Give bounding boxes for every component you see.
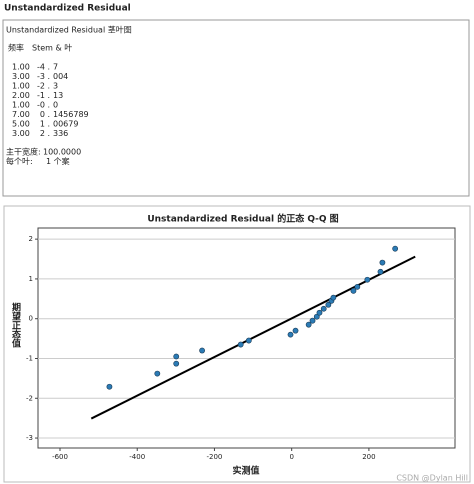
x-tick-label: 0 [289, 453, 293, 461]
y-tick-label: 1 [29, 275, 33, 283]
point [237, 341, 244, 348]
leaf: 0 [53, 101, 58, 110]
frequency: 3.00 [12, 129, 30, 138]
point [379, 259, 386, 266]
frequency: 2.00 [12, 91, 30, 100]
point [316, 309, 323, 316]
x-tick-label: -600 [52, 453, 68, 461]
point [354, 283, 361, 290]
watermark: CSDN @Dylan Hill [396, 474, 468, 483]
point [154, 370, 161, 377]
stem: -3 . [37, 72, 50, 81]
point [309, 317, 316, 324]
leaf: 1456789 [53, 110, 89, 119]
footer-value: 1 个案 [46, 156, 70, 166]
point [350, 287, 357, 294]
footer-label: 主干宽度: [6, 147, 41, 157]
stem: -1 . [37, 91, 50, 100]
frequency: 7.00 [12, 110, 30, 119]
x-tick-label: -200 [207, 453, 223, 461]
stem: -0 . [37, 101, 50, 110]
leaf: 004 [53, 72, 68, 81]
reference-line [90, 255, 416, 420]
point [377, 268, 384, 275]
y-axis-label: 期望正态值 [10, 301, 21, 348]
stem: -4 . [37, 63, 50, 72]
point [173, 353, 180, 360]
point [320, 305, 327, 312]
y-tick-label: -2 [26, 394, 33, 402]
point [325, 301, 332, 308]
column-header: 频率 [8, 43, 24, 53]
point [173, 360, 180, 367]
footer-value: 100.0000 [43, 148, 81, 157]
frequency: 1.00 [12, 101, 30, 110]
x-tick-label: -400 [129, 453, 145, 461]
leaf: 7 [53, 63, 58, 72]
footer-label: 每个叶: [6, 156, 33, 166]
y-tick-label: 0 [29, 315, 33, 323]
column-header: Stem & 叶 [32, 44, 72, 53]
x-tick-label: 200 [362, 453, 375, 461]
leaf: 3 [53, 82, 58, 91]
y-tick-label: 2 [29, 235, 33, 243]
x-axis-label: 实测值 [232, 465, 259, 477]
chart-title: Unstandardized Residual 的正态 Q-Q 图 [147, 213, 338, 225]
point [392, 245, 399, 252]
point [292, 327, 299, 334]
point [364, 276, 371, 283]
point [245, 337, 252, 344]
point [106, 383, 113, 390]
stem: 0 . [40, 110, 50, 119]
leaf: 13 [53, 91, 63, 100]
heading: Unstandardized Residual [4, 4, 131, 14]
point [199, 347, 205, 354]
y-tick-label: -3 [26, 434, 33, 442]
point [313, 313, 320, 320]
frequency: 3.00 [12, 72, 30, 81]
frequency: 5.00 [12, 120, 30, 129]
frequency: 1.00 [12, 63, 30, 72]
y-tick-label: -1 [26, 354, 33, 362]
point [305, 321, 312, 328]
stem-leaf-caption: Unstandardized Residual 茎叶图 [6, 25, 132, 35]
stem-leaf-box [2, 19, 470, 197]
stem: -2 . [37, 82, 50, 91]
point [287, 331, 294, 338]
leaf: 336 [53, 129, 68, 138]
point [330, 294, 337, 301]
stem: 1 . [40, 120, 50, 129]
leaf: 00679 [53, 120, 78, 129]
stem: 2 . [40, 129, 50, 138]
frequency: 1.00 [12, 82, 30, 91]
